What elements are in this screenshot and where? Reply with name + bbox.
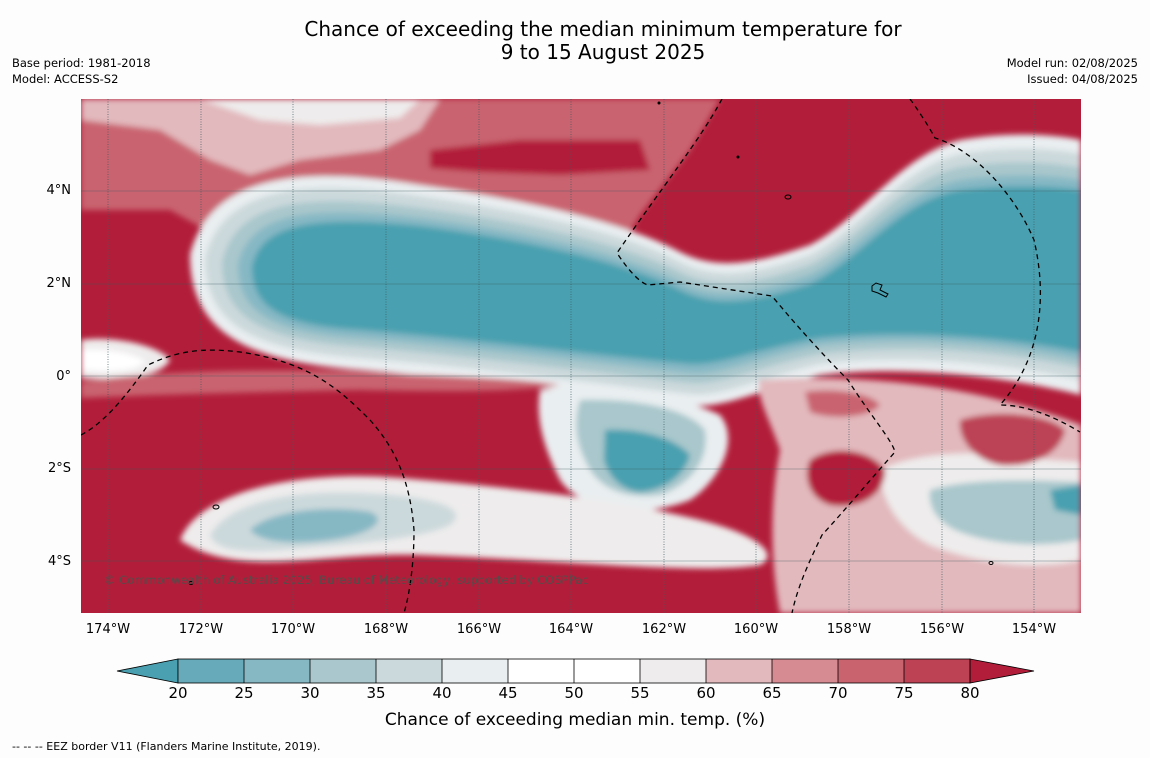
colorbar-tick-80: 80	[960, 684, 980, 702]
lon-label-170w: 170°W	[270, 622, 316, 637]
colorbar-tick-70: 70	[828, 684, 848, 702]
colorbar-bin	[772, 659, 838, 683]
lon-label-158w: 158°W	[826, 622, 872, 637]
issued-date: Issued: 04/08/2025	[1027, 72, 1138, 86]
lon-label-160w: 160°W	[733, 622, 779, 637]
colorbar-tick-45: 45	[498, 684, 518, 702]
colorbar-bin	[508, 659, 574, 683]
lat-label-4s: 4°S	[47, 554, 71, 569]
colorbar-tick-35: 35	[366, 684, 386, 702]
model-name: Model: ACCESS-S2	[12, 72, 119, 86]
colorbar-tick-60: 60	[696, 684, 716, 702]
south-west-cool-core	[250, 509, 378, 543]
colorbar-tick-40: 40	[432, 684, 452, 702]
south-east-cool-core	[1050, 485, 1081, 515]
south-east-warm-patch	[959, 413, 1065, 466]
lon-label-164w: 164°W	[548, 622, 594, 637]
lon-label-168w: 168°W	[363, 622, 409, 637]
lon-label-172w: 172°W	[178, 622, 224, 637]
colorbar-bin	[706, 659, 772, 683]
lon-label-154w: 154°W	[1011, 622, 1057, 637]
copyright-notice: © Commonwealth of Australia 2025, Bureau…	[104, 573, 589, 587]
run-info: Model run: 02/08/2025 Issued: 04/08/2025	[1007, 55, 1138, 87]
colorbar-bin	[376, 659, 442, 683]
base-period: Base period: 1981-2018	[12, 56, 151, 70]
colorbar-bin	[178, 659, 244, 683]
eez-footnote: -- -- -- EEZ border V11 (Flanders Marine…	[12, 740, 321, 753]
colorbar-bin	[442, 659, 508, 683]
islands	[188, 101, 994, 585]
south-warm-patch	[807, 450, 885, 506]
title-line-2: 9 to 15 August 2025	[500, 40, 706, 64]
colorbar-bin	[838, 659, 904, 683]
colorbar-tick-55: 55	[630, 684, 650, 702]
cool-core	[252, 186, 1081, 365]
model-info: Base period: 1981-2018 Model: ACCESS-S2	[12, 55, 151, 87]
colorbar-min-arrow	[116, 658, 179, 684]
probability-field	[81, 99, 1081, 613]
eez-borders	[81, 99, 1081, 613]
colorbar-tick-75: 75	[894, 684, 914, 702]
gridlines	[107, 99, 1035, 613]
south-east-cool	[929, 480, 1081, 545]
title-line-1: Chance of exceeding the median minimum t…	[304, 17, 902, 41]
lat-label-2n: 2°N	[46, 276, 72, 291]
south-cool-tongue-core	[604, 429, 690, 492]
west-white-patch	[81, 349, 145, 372]
colorbar-tick-65: 65	[762, 684, 782, 702]
lon-label-166w: 166°W	[456, 622, 502, 637]
colorbar-dividers	[243, 659, 905, 683]
colorbar-max-arrow	[969, 658, 1035, 684]
lat-label-2s: 2°S	[47, 461, 71, 476]
colorbar	[116, 658, 1035, 684]
north-neutral-zone	[200, 99, 420, 125]
colorbar-tick-25: 25	[234, 684, 254, 702]
lon-label-174w: 174°W	[85, 622, 131, 637]
lat-label-0: 0°	[56, 369, 71, 384]
colorbar-label: Chance of exceeding median min. temp. (%…	[384, 710, 766, 730]
colorbar-tick-50: 50	[564, 684, 584, 702]
colorbar-tick-20: 20	[168, 684, 188, 702]
lat-label-4n: 4°N	[46, 183, 72, 198]
lon-label-156w: 156°W	[919, 622, 965, 637]
colorbar-bin	[640, 659, 706, 683]
colorbar-tick-30: 30	[300, 684, 320, 702]
north-warm-patch	[430, 140, 650, 175]
colorbar-bin	[310, 659, 376, 683]
lat-gridlines	[81, 190, 1081, 562]
equator-moderate-patch	[805, 390, 880, 417]
model-run: Model run: 02/08/2025	[1006, 56, 1138, 70]
colorbar-bin	[244, 659, 310, 683]
colorbar-bin	[904, 659, 970, 683]
chart-title: Chance of exceeding the median minimum t…	[0, 18, 1150, 64]
colorbar-bin	[574, 659, 640, 683]
lon-label-162w: 162°W	[641, 622, 687, 637]
